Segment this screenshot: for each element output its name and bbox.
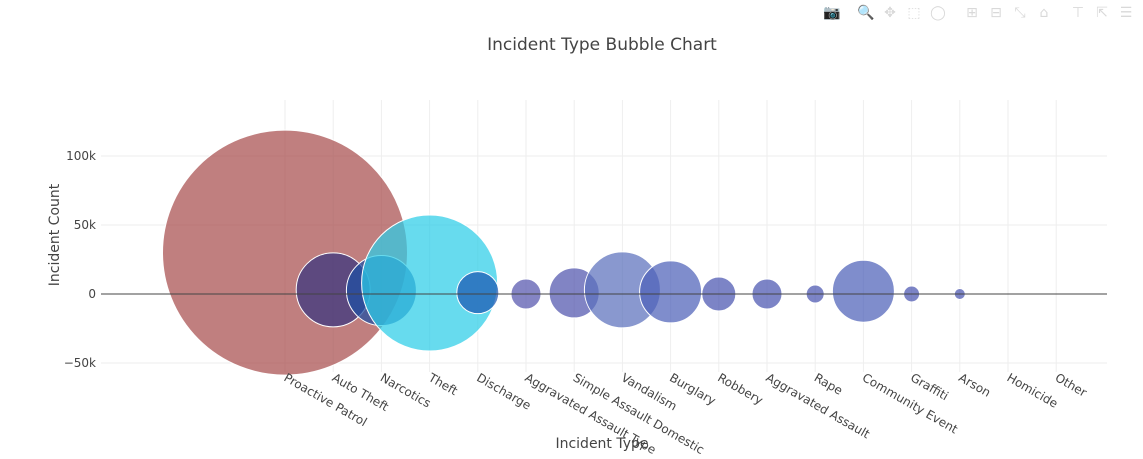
bubble-point (456, 271, 500, 315)
x-tick-label: Arson (956, 370, 993, 399)
camera-icon[interactable]: 📷 (823, 5, 841, 21)
modebar-separator (1059, 4, 1063, 22)
x-axis-title: Incident Type (555, 436, 648, 452)
spike-lines-icon[interactable]: ⊤ (1071, 5, 1085, 21)
pan-icon[interactable]: ✥ (884, 5, 896, 21)
reset-axes-icon[interactable]: ⌂ (1039, 5, 1049, 21)
modebar-separator (953, 4, 957, 22)
modebar: 📷 🔍 ✥ ⬚ ◯ ⊞ ⊟ ⤡ ⌂ ⊤ ⇱ ☰ (823, 4, 1135, 22)
lasso-icon[interactable]: ◯ (930, 5, 946, 21)
zoom-out-icon[interactable]: ⊟ (990, 5, 1002, 21)
x-tick-label: Proactive Patrol (282, 370, 370, 429)
hover-closest-icon[interactable]: ⇱ (1096, 5, 1108, 21)
bubble-layer (162, 129, 966, 376)
x-tick-label: Homicide (1005, 370, 1061, 410)
x-tick-label: Discharge (474, 370, 533, 412)
y-axis-title: Incident Count (47, 183, 63, 286)
hover-compare-icon[interactable]: ☰ (1119, 5, 1133, 21)
x-tick-label: Theft (425, 370, 460, 398)
x-tick-label: Other (1053, 370, 1090, 399)
modebar-separator (847, 4, 851, 22)
bubble-point (639, 260, 703, 324)
zoom-icon[interactable]: 🔍 (857, 5, 875, 21)
chart-title: Incident Type Bubble Chart (487, 35, 717, 55)
bubble-point (361, 214, 499, 352)
x-tick-label: Robbery (715, 370, 765, 407)
box-select-icon[interactable]: ⬚ (907, 5, 921, 21)
y-tick-label: 100k (66, 149, 96, 163)
zoom-in-icon[interactable]: ⊞ (966, 5, 978, 21)
y-tick-label: 0 (88, 287, 96, 301)
x-tick-label: Rape (812, 370, 845, 397)
y-tick-label: −50k (64, 356, 96, 370)
bubble-point (831, 259, 895, 323)
y-tick-label: 50k (74, 218, 96, 232)
autoscale-icon[interactable]: ⤡ (1014, 5, 1026, 21)
